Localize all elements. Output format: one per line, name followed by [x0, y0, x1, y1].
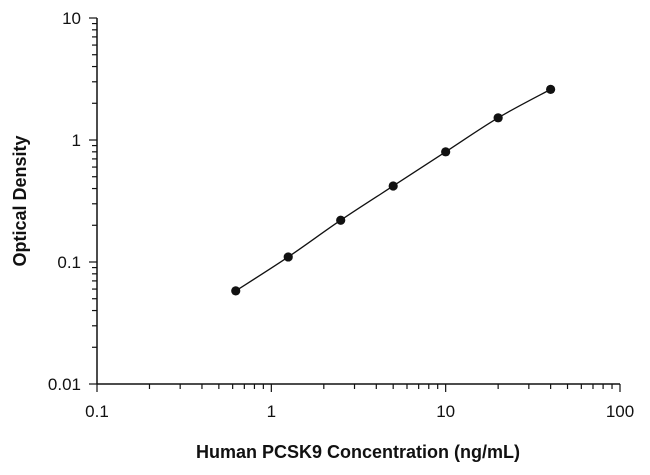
y-tick-label: 0.01: [48, 375, 81, 394]
x-tick-label: 100: [606, 402, 634, 421]
data-points: [231, 84, 556, 296]
y-tick-labels: 0.01 0.1 1 10: [48, 9, 81, 394]
y-tick-label: 1: [72, 131, 81, 150]
data-point: [283, 252, 293, 262]
data-point: [388, 181, 398, 191]
y-tick-label: 0.1: [57, 253, 81, 272]
x-tick-label: 0.1: [85, 402, 109, 421]
y-tick-label: 10: [62, 9, 81, 28]
data-point: [336, 215, 346, 225]
x-tick-label: 1: [267, 402, 276, 421]
y-axis-title: Optical Density: [10, 135, 30, 266]
x-tick-label: 10: [436, 402, 455, 421]
data-point: [441, 147, 451, 157]
data-point: [493, 113, 503, 123]
x-tick-labels: 0.1 1 10 100: [85, 402, 634, 421]
data-point: [231, 286, 241, 296]
data-point: [546, 84, 556, 94]
tick-marks: [89, 17, 621, 392]
x-axis-title: Human PCSK9 Concentration (ng/mL): [196, 442, 520, 462]
